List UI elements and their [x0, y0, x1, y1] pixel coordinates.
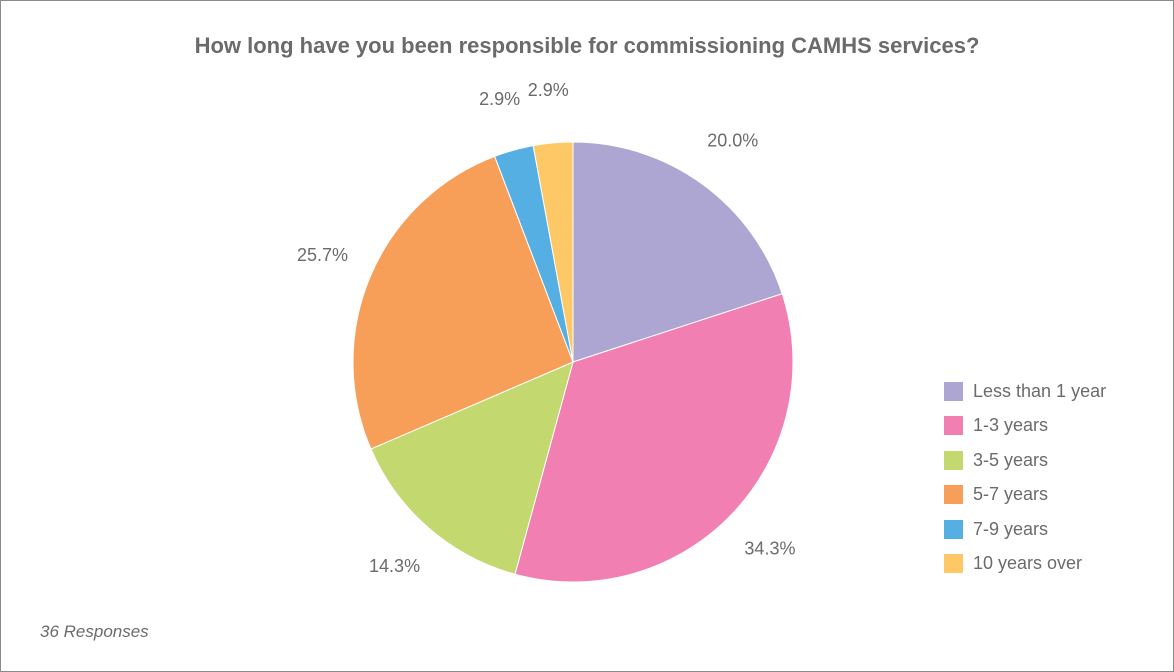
legend-label: 5-7 years: [973, 484, 1049, 505]
legend-item-1-3-years: 1-3 years: [944, 409, 1106, 444]
chart-legend: Less than 1 year 1-3 years 3-5 years 5-7 ye…: [944, 374, 1106, 581]
data-label-5-7-years: 25.7%: [297, 245, 348, 265]
legend-item-3-5-years: 3-5 years: [944, 443, 1106, 478]
legend-item-less-than-1-year: Less than 1 year: [944, 374, 1106, 409]
legend-label: Less than 1 year: [973, 380, 1107, 401]
legend-label: 7-9 years: [973, 518, 1049, 539]
pie-slice-3-5-years: [370, 361, 574, 575]
legend-item-7-9-years: 7-9 years: [944, 512, 1106, 547]
legend-item-5-7-years: 5-7 years: [944, 478, 1106, 513]
pie-slice-less-than-1-year: [572, 141, 783, 363]
pie-slice-5-7-years: [352, 155, 574, 450]
legend-label: 10 years over: [973, 553, 1083, 574]
legend-item-10-years-over: 10 years over: [944, 547, 1106, 582]
legend-swatch: [944, 381, 963, 401]
legend-swatch: [944, 450, 963, 470]
data-label-3-5-years: 14.3%: [369, 556, 420, 576]
legend-swatch: [944, 416, 963, 436]
data-label-10-years-over: 2.9%: [528, 80, 569, 100]
data-label-1-3-years: 34.3%: [744, 538, 795, 558]
pie-slice-1-3-years: [514, 293, 794, 583]
legend-swatch: [944, 485, 963, 505]
response-count: 36 Responses: [40, 622, 149, 641]
legend-label: 3-5 years: [973, 449, 1049, 470]
chart-title: How long have you been responsible for c…: [194, 33, 980, 58]
legend-label: 1-3 years: [973, 415, 1049, 436]
data-label-less-than-1-year: 20.0%: [707, 131, 758, 151]
legend-swatch: [944, 554, 963, 574]
data-label-7-9-years: 2.9%: [479, 89, 520, 109]
pie-slice-10-years-over: [532, 141, 574, 363]
legend-swatch: [944, 519, 963, 539]
